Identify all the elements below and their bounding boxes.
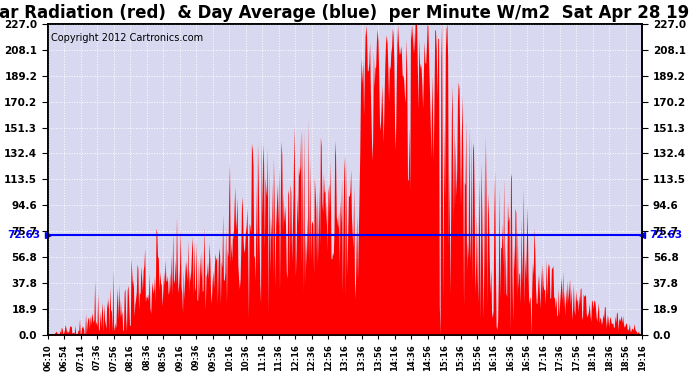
Title: Solar Radiation (red)  & Day Average (blue)  per Minute W/m2  Sat Apr 28 19:33: Solar Radiation (red) & Day Average (blu… xyxy=(0,4,690,22)
Text: 72.63: 72.63 xyxy=(8,230,41,240)
Text: 72.63: 72.63 xyxy=(649,230,682,240)
Text: Copyright 2012 Cartronics.com: Copyright 2012 Cartronics.com xyxy=(50,33,203,43)
